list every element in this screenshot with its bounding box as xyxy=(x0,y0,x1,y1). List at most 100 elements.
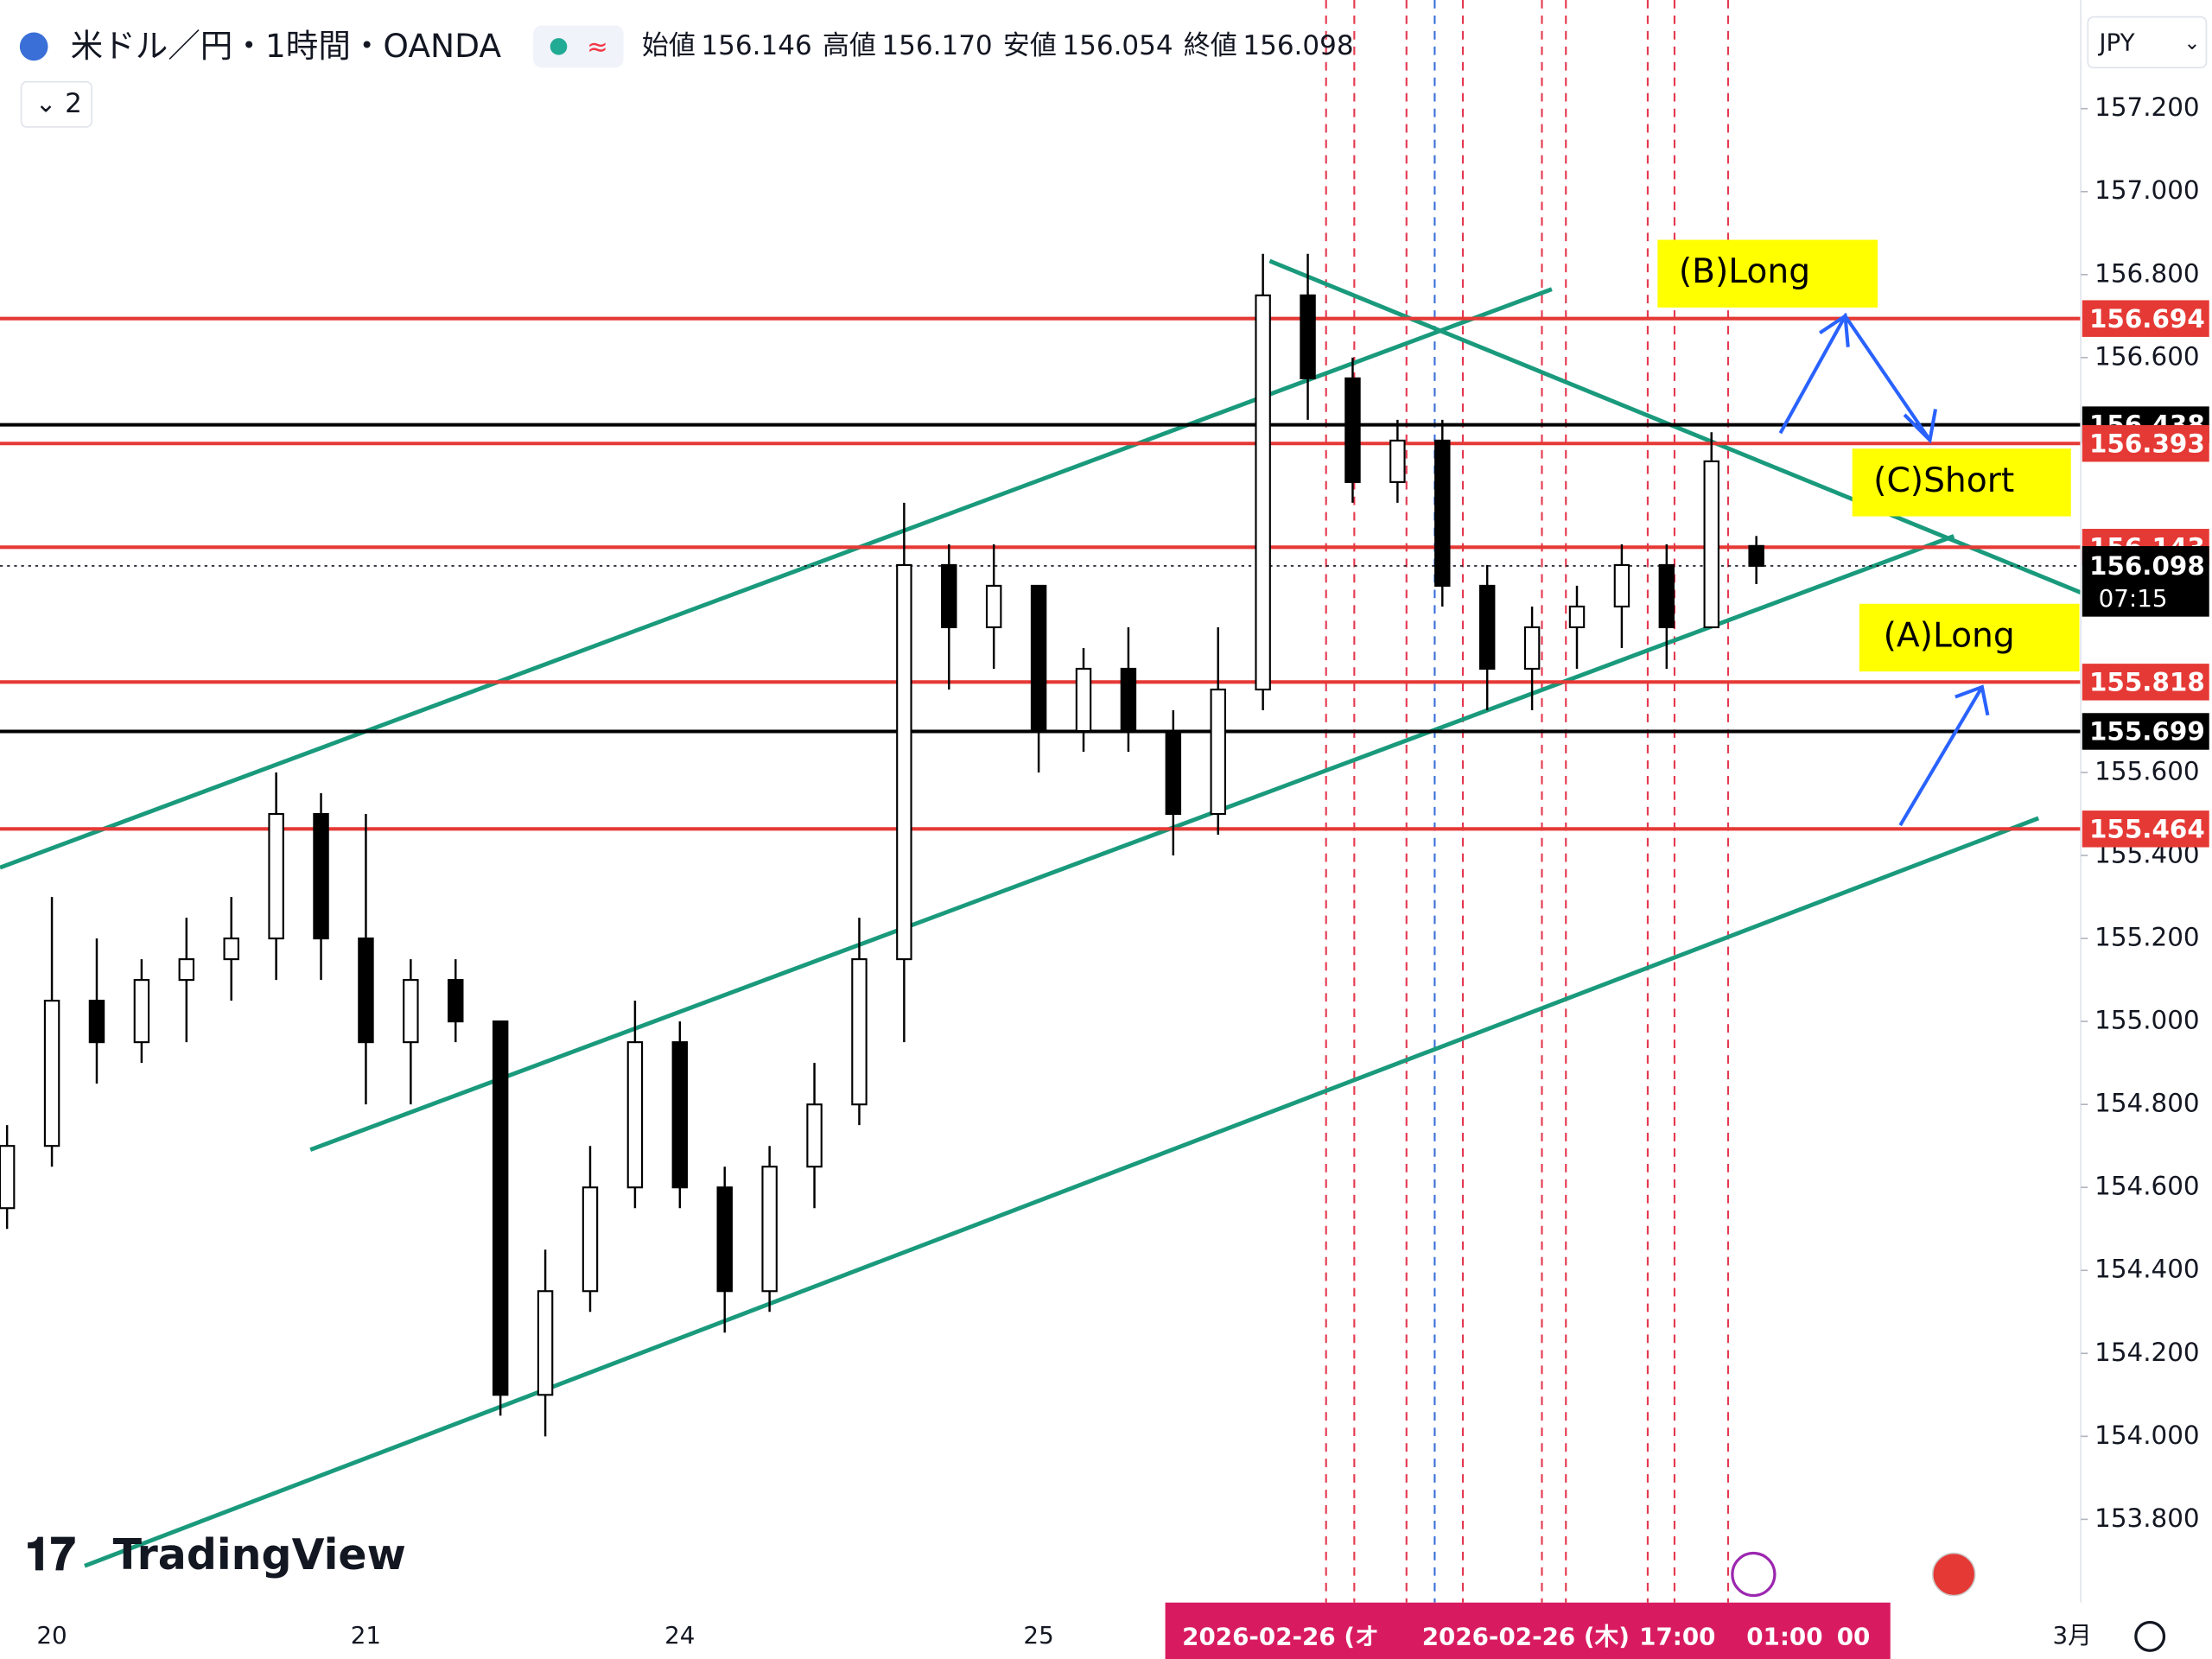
y-tick-label: 157.200 xyxy=(2094,92,2199,122)
ohlc-name: 終値 xyxy=(1184,30,1237,61)
x-tick-label: 25 xyxy=(1023,1621,1053,1649)
header: 米ドル／円・1時間・OANDA ≈ 始値 156.146 高値 156.170 安値 15… xyxy=(19,16,2208,128)
candle-body xyxy=(806,1103,823,1168)
currency-chevron: ⌄ xyxy=(2183,32,2200,54)
candle-body xyxy=(1344,377,1361,483)
indicators-count: 2 xyxy=(65,88,82,119)
annotation-box xyxy=(1859,603,2080,672)
candle-body xyxy=(88,1000,105,1044)
crosshair-bar xyxy=(1165,1602,1891,1659)
x-tick-label: 24 xyxy=(664,1621,695,1649)
bottom-bar: 2026-02-26 (オ 2026-02-26 (木) 17:00 01:00 00 xyxy=(1182,1623,1870,1651)
candle-body xyxy=(492,1020,509,1396)
y-tick-label: 154.200 xyxy=(2094,1338,2199,1367)
candle-body xyxy=(1434,439,1451,587)
candle-body xyxy=(941,563,957,629)
level-tag xyxy=(2082,810,2209,848)
annotations: (B)Long (C)Short (A)Long xyxy=(1657,239,2080,827)
candle-body xyxy=(1255,294,1271,691)
ohlc-value: 156.098 xyxy=(1243,30,1353,61)
ohlc-name: 安値 xyxy=(1003,30,1057,61)
economic-event[interactable] xyxy=(1931,1552,1976,1597)
crosshair-label: 2026-02-26 (木) xyxy=(1422,1623,1630,1651)
events-button[interactable] xyxy=(1731,1551,1777,1598)
ohlc: 始値 156.146 高値 156.170 安値 156.054 終値 156.098 xyxy=(642,30,1354,61)
candle-body xyxy=(1389,439,1406,483)
candle-body xyxy=(313,812,329,940)
level-label: 155.699 xyxy=(2089,717,2205,747)
indicators-toggle[interactable] xyxy=(20,80,92,128)
y-tick-label: 155.600 xyxy=(2094,757,2199,786)
trend-lines xyxy=(0,258,2082,1568)
candle-body xyxy=(1703,460,1719,629)
crosshair-label: 17:00 xyxy=(1639,1623,1715,1651)
candle-body xyxy=(985,584,1002,629)
candle-body xyxy=(1210,688,1226,816)
crosshair-label: 00 xyxy=(1837,1623,1871,1651)
indicators-chevron: ⌄ xyxy=(35,88,57,118)
candle-body xyxy=(448,979,464,1023)
crosshair-label: 01:00 xyxy=(1746,1623,1822,1651)
candle-body xyxy=(133,979,150,1044)
candle-body xyxy=(582,1186,599,1293)
candle-body xyxy=(268,812,284,940)
y-tick-label: 155.000 xyxy=(2094,1006,2199,1035)
candle-body xyxy=(896,563,912,961)
plot-area xyxy=(0,0,2082,1603)
y-tick-label: 155.200 xyxy=(2094,923,2199,952)
candle-body xyxy=(358,938,374,1044)
settings-button[interactable] xyxy=(2134,1620,2166,1652)
last-price-label: 156.098 xyxy=(2089,551,2205,581)
x-tick-label: 21 xyxy=(351,1621,381,1649)
status-badge xyxy=(533,25,624,68)
candle-body xyxy=(223,938,239,961)
symbol-icon xyxy=(19,32,48,61)
ohlc-name: 高値 xyxy=(823,30,876,61)
candle-body xyxy=(1120,667,1137,733)
annotation-box xyxy=(1657,239,1878,308)
ohlc-value: 156.146 xyxy=(701,30,811,61)
candle-body xyxy=(1075,667,1092,733)
candle-body xyxy=(1523,626,1541,671)
future-label: 3月 xyxy=(2053,1621,2092,1649)
last-price-tag xyxy=(2082,546,2209,617)
currency: JPY xyxy=(2097,29,2134,57)
arrows xyxy=(1778,312,1990,827)
y-tick-label: 157.000 xyxy=(2094,175,2199,205)
candle-body xyxy=(1748,544,1764,567)
currency-select[interactable] xyxy=(2087,16,2208,69)
annotation-box xyxy=(1852,448,2071,517)
brand: TradingView xyxy=(113,1530,406,1580)
candle-body xyxy=(43,1000,60,1147)
countdown: 07:15 xyxy=(2099,584,2168,613)
x-tick-label: 20 xyxy=(36,1621,67,1649)
candle-body xyxy=(1165,729,1182,816)
y-tick-label: 154.000 xyxy=(2094,1421,2199,1450)
level-label: 155.818 xyxy=(2089,667,2205,696)
crosshair-label: 2026-02-26 (オ xyxy=(1182,1623,1379,1651)
level-tag xyxy=(2082,664,2209,701)
candle-body xyxy=(1478,584,1496,671)
candle-body xyxy=(1300,294,1316,379)
ohlc-value: 156.170 xyxy=(881,30,992,61)
candle-body xyxy=(851,958,868,1106)
level-tag xyxy=(2082,713,2209,750)
y-tick-label: 156.800 xyxy=(2094,258,2199,288)
level-label: 155.464 xyxy=(2089,814,2205,843)
ohlc-name: 始値 xyxy=(642,30,696,61)
candle-body xyxy=(1568,605,1586,629)
candle-body xyxy=(716,1186,733,1293)
candle-body xyxy=(1613,563,1630,608)
annotation-text: (C)Short xyxy=(1873,461,2014,500)
annotation-text: (B)Long xyxy=(1679,252,1810,291)
level-label: 156.393 xyxy=(2089,429,2205,458)
candle-body xyxy=(178,958,195,982)
candle-body xyxy=(671,1041,689,1189)
y-tick-label: 156.600 xyxy=(2094,341,2199,371)
level-label: 156.694 xyxy=(2089,304,2205,334)
candle-body xyxy=(626,1041,644,1189)
status-icon: ≈ xyxy=(587,32,608,61)
candle-body xyxy=(761,1166,778,1293)
